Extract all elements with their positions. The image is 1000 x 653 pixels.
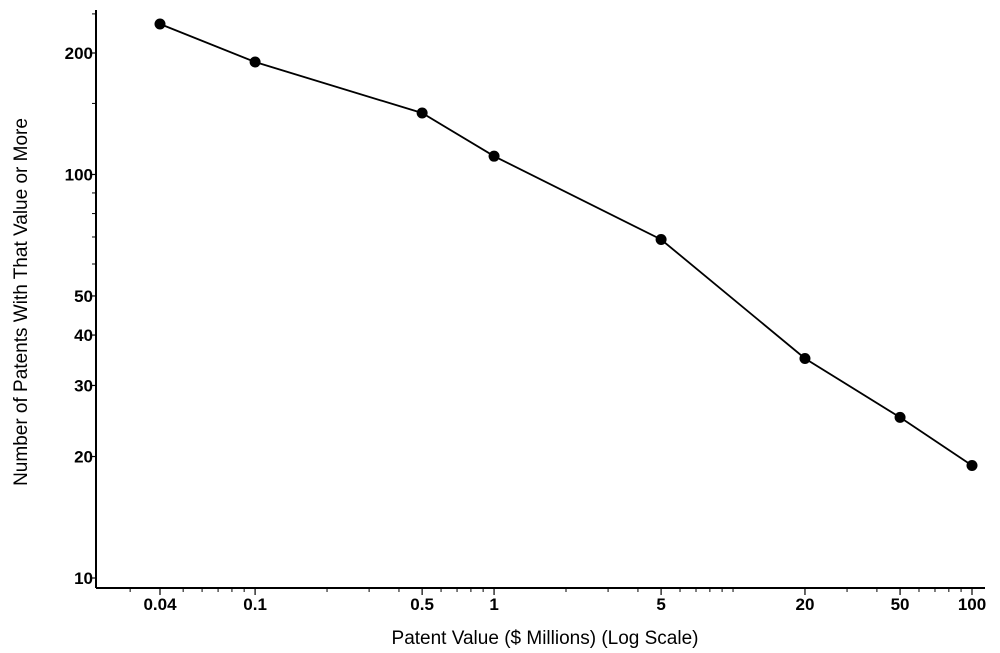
data-point bbox=[488, 150, 500, 162]
series-line bbox=[159, 23, 973, 467]
data-point bbox=[655, 234, 667, 246]
y-tick-label: 100 bbox=[65, 165, 93, 184]
x-tick-label: 100 bbox=[958, 595, 986, 614]
x-tick-label: 50 bbox=[891, 595, 910, 614]
y-tick-label: 50 bbox=[74, 287, 93, 306]
x-axis-title: Patent Value ($ Millions) (Log Scale) bbox=[392, 628, 699, 649]
x-tick-label: 0.04 bbox=[143, 595, 177, 614]
data-point bbox=[154, 18, 166, 30]
data-points bbox=[154, 18, 978, 472]
data-point bbox=[416, 107, 428, 119]
y-axis-title: Number of Patents With That Value or Mor… bbox=[11, 118, 32, 486]
x-tick-label: 0.1 bbox=[243, 595, 267, 614]
x-tick-label: 20 bbox=[796, 595, 815, 614]
x-tick-label: 1 bbox=[489, 595, 498, 614]
data-point bbox=[799, 352, 811, 364]
x-tick-label: 5 bbox=[656, 595, 665, 614]
y-tick-label: 200 bbox=[65, 44, 93, 63]
data-point bbox=[894, 411, 906, 423]
y-tick-label: 20 bbox=[74, 448, 93, 467]
x-tick-label: 0.5 bbox=[410, 595, 434, 614]
data-point bbox=[966, 460, 978, 472]
y-tick-label: 30 bbox=[74, 376, 93, 395]
minor-ticks bbox=[92, 13, 962, 592]
y-tick-label: 10 bbox=[74, 569, 93, 588]
y-tick-label: 40 bbox=[74, 326, 93, 345]
data-point bbox=[249, 56, 261, 68]
x-axis-ticks: 0.04 0.1 0.5 1 5 20 50 100 bbox=[143, 588, 986, 614]
y-axis-ticks: 10 20 30 40 50 100 200 bbox=[65, 44, 96, 588]
